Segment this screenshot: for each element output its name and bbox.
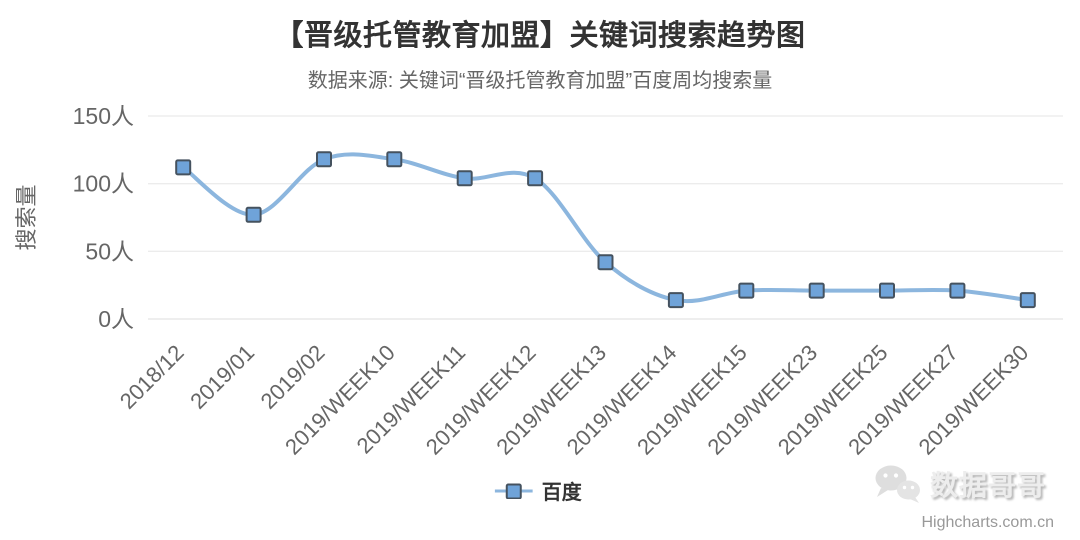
y-axis-tick-label: 50人: [85, 238, 134, 264]
data-point-marker[interactable]: [316, 151, 332, 168]
data-point-marker[interactable]: [597, 254, 614, 271]
data-point-marker[interactable]: [386, 151, 403, 168]
legend-label: 百度: [541, 482, 582, 504]
y-axis-tick-label: 150人: [73, 103, 134, 129]
chart-title: 【晋级托管教育加盟】关键词搜索趋势图: [274, 20, 806, 52]
wechat-icon: [875, 465, 920, 503]
data-point-marker[interactable]: [808, 282, 825, 299]
x-axis-tick-label: 2019/01: [185, 340, 259, 414]
y-axis-tick-label: 0人: [98, 306, 134, 332]
highcharts-credit-link[interactable]: Highcharts.com.cn: [921, 514, 1055, 531]
data-point-marker[interactable]: [949, 282, 966, 299]
data-point-marker[interactable]: [1019, 292, 1036, 309]
watermark-brand: 数据哥哥: [873, 464, 1046, 504]
y-axis-tick-label: 100人: [73, 171, 134, 197]
data-point-marker[interactable]: [879, 282, 895, 299]
legend-item-baidu[interactable]: 百度: [494, 476, 582, 505]
y-axis-title: 搜索量: [14, 184, 39, 250]
x-axis-tick-label: 2018/12: [115, 340, 189, 414]
data-point-marker[interactable]: [245, 206, 262, 223]
data-point-marker[interactable]: [175, 159, 192, 176]
data-point-marker[interactable]: [738, 282, 755, 299]
legend-marker-icon: [494, 483, 533, 499]
data-point-marker[interactable]: [456, 170, 473, 187]
data-point-marker[interactable]: [527, 170, 544, 187]
chart-subtitle: 数据来源: 关键词“晋级托管教育加盟”百度周均搜索量: [307, 70, 773, 92]
watermark-brand-text: 数据哥哥: [929, 470, 1046, 501]
data-point-marker[interactable]: [667, 292, 684, 309]
series-line-baidu: [181, 152, 1030, 304]
